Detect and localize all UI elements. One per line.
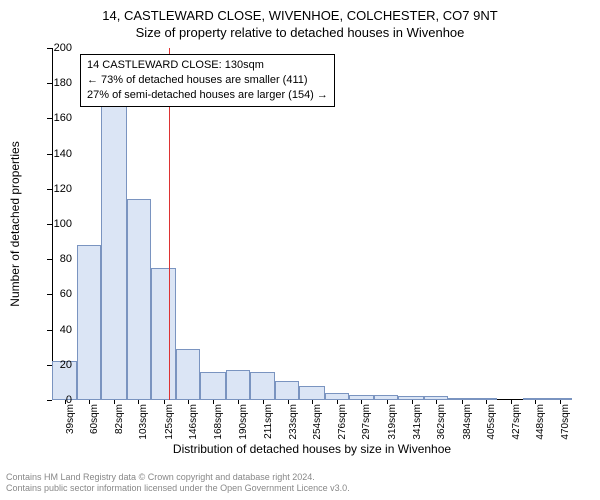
x-tick-label: 190sqm (238, 404, 249, 440)
y-tick-label: 200 (54, 42, 72, 54)
x-tick-mark (361, 400, 362, 404)
histogram-bar (448, 398, 473, 400)
y-tick-mark (47, 259, 52, 260)
histogram-bar (226, 370, 250, 400)
x-tick-label: 168sqm (213, 404, 224, 440)
x-tick-mark (263, 400, 264, 404)
x-tick-label: 125sqm (164, 404, 175, 440)
x-tick-label: 470sqm (560, 404, 571, 440)
x-tick-mark (412, 400, 413, 404)
y-tick-label: 160 (54, 112, 72, 124)
y-tick-mark (47, 294, 52, 295)
y-tick-label: 40 (60, 324, 72, 336)
x-tick-label: 211sqm (263, 404, 274, 439)
x-tick-mark (65, 400, 66, 404)
x-tick-mark (535, 400, 536, 404)
y-tick-mark (47, 118, 52, 119)
x-tick-mark (213, 400, 214, 404)
x-tick-mark (462, 400, 463, 404)
y-tick-mark (47, 330, 52, 331)
histogram-bar (101, 71, 126, 400)
x-tick-mark (337, 400, 338, 404)
y-tick-mark (47, 189, 52, 190)
y-tick-mark (47, 83, 52, 84)
annotation-line-1: 14 CASTLEWARD CLOSE: 130sqm (87, 58, 328, 73)
annotation-line-2: ← 73% of detached houses are smaller (41… (87, 73, 328, 88)
histogram-bar (250, 372, 275, 400)
y-tick-mark (47, 400, 52, 401)
annotation-line-3: 27% of semi-detached houses are larger (… (87, 88, 328, 103)
x-tick-label: 448sqm (535, 404, 546, 440)
x-tick-mark (114, 400, 115, 404)
x-tick-label: 384sqm (462, 404, 473, 440)
histogram-bar (398, 396, 423, 400)
x-tick-label: 60sqm (89, 404, 100, 434)
x-tick-mark (312, 400, 313, 404)
x-tick-mark (188, 400, 189, 404)
histogram-bar (77, 245, 101, 400)
x-tick-mark (387, 400, 388, 404)
x-tick-label: 427sqm (511, 404, 522, 440)
histogram-bar (325, 393, 349, 400)
x-tick-label: 341sqm (412, 404, 423, 440)
y-tick-mark (47, 48, 52, 49)
x-tick-label: 319sqm (387, 404, 398, 440)
x-tick-mark (164, 400, 165, 404)
histogram-bar (200, 372, 225, 400)
x-tick-mark (238, 400, 239, 404)
y-tick-mark (47, 365, 52, 366)
y-tick-label: 140 (54, 148, 72, 160)
y-tick-label: 100 (54, 218, 72, 230)
x-tick-mark (138, 400, 139, 404)
x-tick-mark (486, 400, 487, 404)
annotation-box: 14 CASTLEWARD CLOSE: 130sqm← 73% of deta… (80, 54, 335, 107)
x-tick-label: 82sqm (114, 404, 125, 434)
y-tick-mark (47, 154, 52, 155)
x-tick-label: 233sqm (288, 404, 299, 440)
x-tick-mark (511, 400, 512, 404)
histogram-bar (151, 268, 176, 400)
y-tick-mark (47, 224, 52, 225)
x-tick-label: 146sqm (188, 404, 199, 440)
histogram-bar (275, 381, 299, 400)
footer-line-2: Contains public sector information licen… (6, 483, 594, 494)
x-tick-label: 39sqm (65, 404, 76, 434)
x-tick-label: 297sqm (361, 404, 372, 440)
y-tick-label: 80 (60, 253, 72, 265)
footer-line-1: Contains HM Land Registry data © Crown c… (6, 472, 594, 483)
histogram-bar (299, 386, 324, 400)
page-title-sub: Size of property relative to detached ho… (0, 23, 600, 40)
y-axis-label: Number of detached properties (8, 48, 22, 400)
x-axis-label: Distribution of detached houses by size … (52, 442, 572, 456)
x-tick-label: 362sqm (436, 404, 447, 440)
y-tick-label: 120 (54, 183, 72, 195)
x-tick-mark (436, 400, 437, 404)
x-tick-label: 254sqm (312, 404, 323, 440)
page-title-address: 14, CASTLEWARD CLOSE, WIVENHOE, COLCHEST… (0, 0, 600, 23)
x-tick-label: 103sqm (138, 404, 149, 440)
histogram-bar (127, 199, 151, 400)
x-tick-mark (288, 400, 289, 404)
x-tick-label: 276sqm (337, 404, 348, 440)
x-tick-label: 405sqm (486, 404, 497, 440)
histogram-bar (176, 349, 200, 400)
histogram-bar (547, 398, 572, 400)
x-tick-mark (560, 400, 561, 404)
x-tick-mark (89, 400, 90, 404)
attribution-footer: Contains HM Land Registry data © Crown c… (0, 468, 600, 500)
y-tick-label: 60 (60, 288, 72, 300)
histogram-chart: 14 CASTLEWARD CLOSE: 130sqm← 73% of deta… (52, 48, 572, 400)
y-tick-label: 180 (54, 77, 72, 89)
y-tick-label: 20 (60, 359, 72, 371)
